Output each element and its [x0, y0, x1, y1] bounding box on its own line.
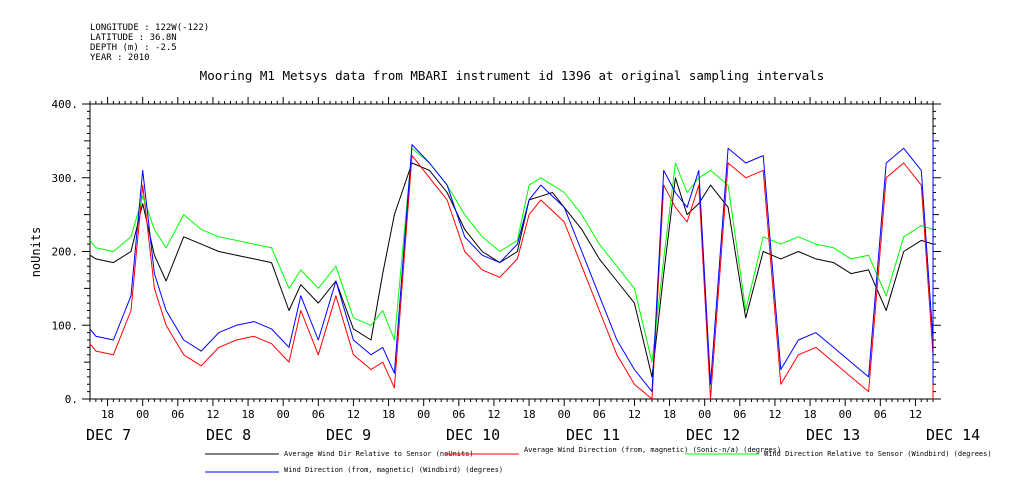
chart-title: Mooring M1 Metsys data from MBARI instru… [200, 68, 825, 83]
y-tick-label: 200. [52, 246, 79, 259]
y-tick-label: 300. [52, 172, 79, 185]
x-hour-label: 00 [558, 408, 571, 421]
x-hour-label: 06 [733, 408, 746, 421]
x-hour-label: 18 [382, 408, 395, 421]
x-hour-label: 00 [417, 408, 430, 421]
series-lines [89, 136, 934, 400]
x-hour-label: 12 [347, 408, 360, 421]
legend-label: Wind Direction Relative to Sensor (Windb… [764, 450, 992, 458]
x-hour-label: 12 [628, 408, 641, 421]
x-hour-label: 18 [241, 408, 254, 421]
x-day-label: DEC 8 [206, 426, 251, 444]
x-hour-label: 18 [663, 408, 676, 421]
x-day-label: DEC 7 [86, 426, 131, 444]
x-day-label: DEC 9 [326, 426, 371, 444]
x-hour-label: 06 [171, 408, 184, 421]
x-hour-label: 00 [839, 408, 852, 421]
legend-label: Average Wind Direction (from, magnetic) … [524, 446, 781, 454]
x-day-label: DEC 14 [926, 426, 980, 444]
legend: Average Wind Dir Relative to Sensor (noU… [205, 446, 992, 474]
x-hour-label: 18 [522, 408, 535, 421]
x-hour-label: 00 [698, 408, 711, 421]
x-hour-label: 06 [452, 408, 465, 421]
legend-label: Wind Direction (from, magnetic) (Windbir… [284, 466, 503, 474]
series-line-4 [89, 136, 934, 393]
year-label: YEAR : 2010 [90, 53, 150, 63]
series-line-1 [89, 162, 934, 378]
x-hour-label: 00 [136, 408, 149, 421]
depth-label: DEPTH (m) : -2.5 [90, 43, 177, 53]
x-day-label: DEC 13 [806, 426, 860, 444]
x-hour-label: 12 [206, 408, 219, 421]
latitude-label: LATITUDE : 36.8N [90, 33, 177, 43]
x-hour-label: 06 [593, 408, 606, 421]
x-hour-label: 12 [487, 408, 500, 421]
x-hour-label: 18 [101, 408, 114, 421]
y-axis-label: noUnits [29, 227, 43, 278]
series-line-2 [89, 147, 934, 400]
x-hour-label: 06 [312, 408, 325, 421]
y-tick-label: 0. [65, 393, 78, 406]
longitude-label: LONGITUDE : 122W(-122) [90, 23, 209, 33]
x-day-label: DEC 11 [566, 426, 620, 444]
y-axis: 0. 100. 200. 300. 400. [52, 98, 941, 406]
x-hour-label: 12 [768, 408, 781, 421]
legend-label: Average Wind Dir Relative to Sensor (noU… [284, 450, 474, 458]
metadata-block: LONGITUDE : 122W(-122) LATITUDE : 36.8N … [90, 23, 209, 63]
x-hour-label: 12 [909, 408, 922, 421]
y-tick-label: 100. [52, 319, 79, 332]
x-hour-label: 00 [277, 408, 290, 421]
plot-frame [89, 103, 934, 400]
x-day-label: DEC 12 [686, 426, 740, 444]
x-axis: 18 00 06 12 18 00 06 12 18 00 06 12 18 00 06 12 18 00 06 12… [86, 97, 980, 444]
x-hour-label: 18 [803, 408, 816, 421]
y-tick-label: 400. [52, 98, 79, 111]
x-hour-label: 06 [874, 408, 887, 421]
x-day-label: DEC 10 [446, 426, 500, 444]
